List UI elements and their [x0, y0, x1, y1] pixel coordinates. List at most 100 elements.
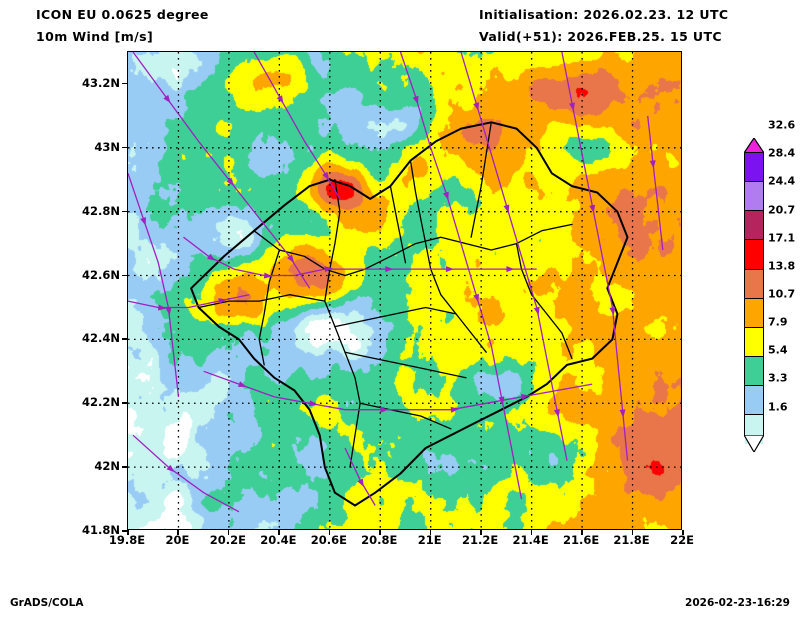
- x-tick-mark: [127, 530, 129, 535]
- y-tick-label: 42.6N: [82, 267, 120, 282]
- wind-streamline: [183, 236, 537, 277]
- x-tick-label: 20.4E: [260, 533, 297, 547]
- border-line: [470, 121, 492, 238]
- border-line: [389, 185, 407, 264]
- colorbar-band: [745, 357, 763, 387]
- x-tick-label: 19.8E: [108, 533, 146, 547]
- colorbar-band: [745, 269, 763, 299]
- border-line: [515, 242, 573, 360]
- y-tick-mark: [122, 338, 127, 340]
- streamline-arrow: [473, 293, 479, 303]
- x-tick-mark: [429, 530, 432, 535]
- x-tick-label: 22E: [670, 533, 694, 547]
- streamline-arrow: [166, 464, 175, 473]
- colorbar-tick-label: 3.3: [768, 371, 788, 385]
- x-tick-mark: [227, 530, 230, 535]
- header-initialisation-line: Initialisation: 2026.02.23. 12 UTC: [479, 7, 729, 22]
- x-tick-label: 20.6E: [310, 533, 347, 547]
- colorbar-under-arrow: [742, 434, 766, 454]
- streamline-arrow: [506, 266, 515, 273]
- colorbar-tick-label: 13.8: [768, 259, 796, 273]
- border-line: [344, 351, 467, 379]
- streamline-arrow: [649, 160, 656, 169]
- colorbar-band: [745, 211, 763, 241]
- colorbar-over-arrow: [742, 136, 766, 154]
- colorbar-tick-label: 5.4: [768, 343, 788, 357]
- x-tick-label: 21.4E: [512, 533, 549, 547]
- streamline-arrow: [473, 102, 479, 111]
- streamline-arrow: [309, 400, 318, 407]
- y-tick-mark: [122, 274, 127, 277]
- footer-producer: GrADS/COLA: [10, 597, 84, 609]
- streamline-arrow: [324, 266, 333, 273]
- wind-streamline: [561, 52, 629, 461]
- colorbar-band: [745, 240, 763, 270]
- wind-streamline: [399, 52, 523, 500]
- wind-streamline: [128, 294, 250, 309]
- x-tick-mark: [631, 530, 634, 535]
- colorbar-tick-label: 32.6: [768, 118, 796, 132]
- wind-speed-map[interactable]: [127, 51, 682, 530]
- x-tick-mark: [328, 530, 331, 535]
- colorbar[interactable]: [744, 152, 764, 444]
- streamline-arrow: [140, 217, 146, 226]
- streamline-arrow: [520, 393, 530, 400]
- streamline-arrow: [503, 204, 510, 213]
- border-line: [258, 249, 281, 366]
- wind-streamline: [344, 447, 376, 506]
- colorbar-band: [745, 327, 763, 358]
- streamline-arrow: [450, 406, 459, 413]
- y-tick-mark: [122, 210, 127, 213]
- x-tick-mark: [530, 530, 533, 535]
- streamline-arrow: [553, 409, 560, 418]
- streamline-arrow: [412, 95, 419, 105]
- streamline-arrow: [163, 94, 171, 104]
- streamline-arrow: [609, 307, 616, 316]
- streamline-arrow: [263, 272, 273, 279]
- streamline-arrow: [380, 406, 389, 413]
- streamline-arrow: [165, 306, 172, 316]
- streamline-arrow: [385, 266, 394, 273]
- streamline-arrow: [207, 253, 216, 261]
- x-tick-mark: [480, 530, 482, 535]
- border-line: [334, 306, 457, 328]
- x-tick-label: 20.2E: [209, 533, 247, 547]
- y-tick-label: 41.8N: [82, 523, 120, 537]
- footer-timestamp: 2026-02-23-16:29: [685, 597, 790, 609]
- streamline-arrow: [218, 298, 227, 305]
- wind-speed-field: [128, 52, 681, 529]
- streamline-arrow: [445, 266, 454, 273]
- x-tick-mark: [278, 530, 280, 535]
- header-model-line: ICON EU 0.0625 degree: [36, 7, 209, 22]
- x-tick-label: 21E: [417, 533, 442, 547]
- y-tick-label: 42.2N: [82, 395, 120, 410]
- streamline-arrow: [322, 171, 329, 181]
- wind-streamline: [647, 115, 664, 251]
- wind-streamline: [128, 173, 180, 397]
- y-tick-mark: [122, 82, 127, 85]
- administrative-boundary: [190, 121, 629, 507]
- streamline-arrow: [619, 409, 626, 418]
- x-tick-label: 20.8E: [361, 533, 398, 547]
- y-tick-label: 42N: [94, 459, 120, 474]
- colorbar-tick-label: 1.6: [768, 400, 788, 414]
- header-variable-line: 10m Wind [m/s]: [36, 29, 154, 44]
- colorbar-band: [745, 153, 763, 183]
- y-tick-label: 43N: [94, 139, 120, 154]
- map-overlay: [128, 52, 681, 529]
- y-tick-mark: [122, 146, 127, 149]
- streamline-arrow: [287, 254, 295, 263]
- streamline-arrow: [443, 191, 449, 201]
- streamline-arrow: [357, 478, 364, 487]
- colorbar-tick-label: 10.7: [768, 287, 796, 301]
- x-tick-mark: [581, 530, 583, 535]
- border-line: [409, 159, 487, 353]
- streamline-arrow: [569, 102, 575, 111]
- wind-streamline: [132, 52, 311, 289]
- header-valid-line: Valid(+51): 2026.FEB.25. 15 UTC: [479, 29, 722, 44]
- colorbar-tick-label: 20.7: [768, 203, 796, 217]
- colorbar-band: [745, 386, 763, 416]
- x-tick-mark: [379, 530, 381, 535]
- colorbar-tick-label: 28.4: [768, 146, 796, 160]
- colorbar-tick-label: 7.9: [768, 315, 788, 329]
